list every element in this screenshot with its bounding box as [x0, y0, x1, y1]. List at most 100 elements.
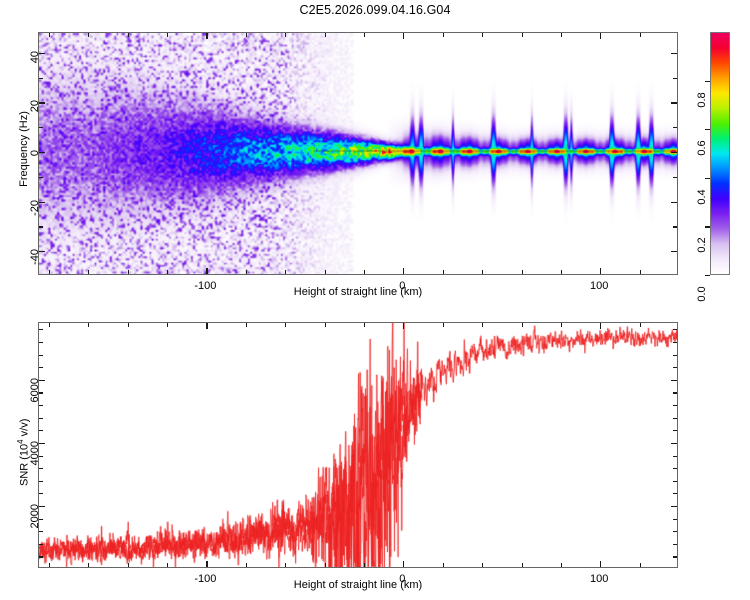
y-tick-major [671, 251, 677, 253]
x-tick-major [600, 561, 602, 567]
x-tick-minor [639, 563, 641, 567]
x-tick-minor [245, 323, 247, 327]
y-tick-major [671, 152, 677, 154]
y-tick-minor [39, 430, 43, 432]
y-tick-minor [673, 329, 677, 331]
y-tick-minor [673, 531, 677, 533]
y-tick-label: 2000 [29, 503, 41, 529]
y-tick-major [39, 152, 45, 154]
snr-axes [38, 322, 678, 568]
y-tick-major [671, 52, 677, 54]
x-tick-minor [324, 323, 326, 327]
x-tick-major [206, 33, 208, 39]
y-tick-minor [673, 556, 677, 558]
x-tick-label: 0 [399, 573, 406, 585]
x-tick-minor [639, 323, 641, 327]
y-tick-minor [39, 480, 43, 482]
y-tick-major [39, 251, 45, 253]
x-tick-minor [560, 33, 562, 37]
x-tick-minor [285, 33, 287, 37]
x-tick-minor [245, 270, 247, 274]
colorbar-tick [705, 275, 710, 277]
x-tick-minor [324, 270, 326, 274]
figure-title: C2E5.2026.099.04.16.G04 [299, 3, 451, 17]
x-tick-minor [560, 563, 562, 567]
x-tick-label: -100 [194, 573, 217, 585]
x-tick-minor [521, 323, 523, 327]
colorbar-tick-label: 0.6 [696, 140, 708, 156]
y-tick-label: 6000 [29, 377, 41, 403]
y-tick-minor [39, 543, 43, 545]
y-tick-minor [673, 176, 677, 178]
y-tick-minor [673, 518, 677, 520]
y-tick-major [671, 102, 677, 104]
x-tick-minor [324, 33, 326, 37]
x-tick-minor [48, 270, 50, 274]
y-tick-major [671, 379, 677, 381]
y-tick-minor [673, 226, 677, 228]
x-tick-major [403, 323, 405, 329]
y-tick-minor [39, 176, 43, 178]
y-tick-minor [673, 77, 677, 79]
y-tick-label: 20 [29, 100, 41, 113]
y-tick-label: 40 [29, 50, 41, 64]
x-tick-minor [560, 270, 562, 274]
x-tick-minor [521, 33, 523, 37]
y-tick-minor [39, 405, 43, 407]
y-tick-minor [673, 430, 677, 432]
y-tick-minor [39, 329, 43, 331]
snr-y-axis-label-text: SNR (104 v/v) [15, 418, 31, 487]
spectrogram-axes [38, 32, 678, 275]
y-tick-minor [39, 226, 43, 228]
y-tick-minor [39, 493, 43, 495]
x-tick-minor [127, 323, 129, 327]
colorbar-tick [705, 80, 710, 82]
x-tick-minor [639, 270, 641, 274]
x-tick-label: 100 [590, 573, 609, 585]
y-tick-minor [39, 556, 43, 558]
colorbar-tick-label: 0.2 [696, 237, 708, 254]
x-tick-minor [88, 323, 90, 327]
x-tick-minor [442, 33, 444, 37]
y-tick-minor [39, 468, 43, 470]
y-tick-minor [673, 480, 677, 482]
x-tick-minor [167, 270, 169, 274]
y-tick-minor [673, 354, 677, 356]
x-tick-label: -100 [194, 280, 217, 292]
y-tick-minor [673, 543, 677, 545]
y-tick-minor [673, 127, 677, 129]
x-tick-minor [521, 563, 523, 567]
x-tick-minor [48, 323, 50, 327]
colorbar [710, 32, 730, 275]
x-tick-minor [88, 563, 90, 567]
y-tick-major [39, 442, 45, 444]
x-tick-minor [363, 33, 366, 37]
x-tick-minor [285, 563, 287, 567]
y-tick-major [39, 379, 45, 381]
x-tick-minor [285, 323, 287, 327]
y-tick-major [671, 505, 677, 508]
y-tick-minor [39, 531, 43, 533]
y-tick-minor [39, 341, 43, 344]
x-tick-label: 0 [399, 280, 406, 292]
x-tick-minor [245, 33, 247, 37]
x-tick-minor [482, 270, 484, 274]
x-tick-minor [167, 563, 169, 567]
x-tick-major [206, 268, 208, 274]
snr-canvas [39, 323, 677, 567]
x-tick-minor [127, 563, 129, 567]
x-tick-minor [167, 323, 169, 327]
y-tick-minor [39, 392, 43, 394]
x-tick-major [600, 323, 602, 329]
colorbar-tick-label: 0.4 [696, 189, 708, 205]
y-tick-minor [673, 392, 677, 394]
x-tick-minor [127, 33, 129, 37]
spectrogram-y-axis-label: Frequency (Hz) [18, 111, 30, 187]
x-tick-minor [363, 563, 366, 567]
y-tick-minor [39, 417, 43, 419]
y-tick-label: -40 [29, 249, 41, 266]
x-tick-minor [363, 270, 366, 274]
y-tick-minor [673, 367, 677, 369]
x-tick-major [600, 33, 602, 39]
snr-y-axis-label: SNR (104 v/v) [16, 387, 31, 517]
